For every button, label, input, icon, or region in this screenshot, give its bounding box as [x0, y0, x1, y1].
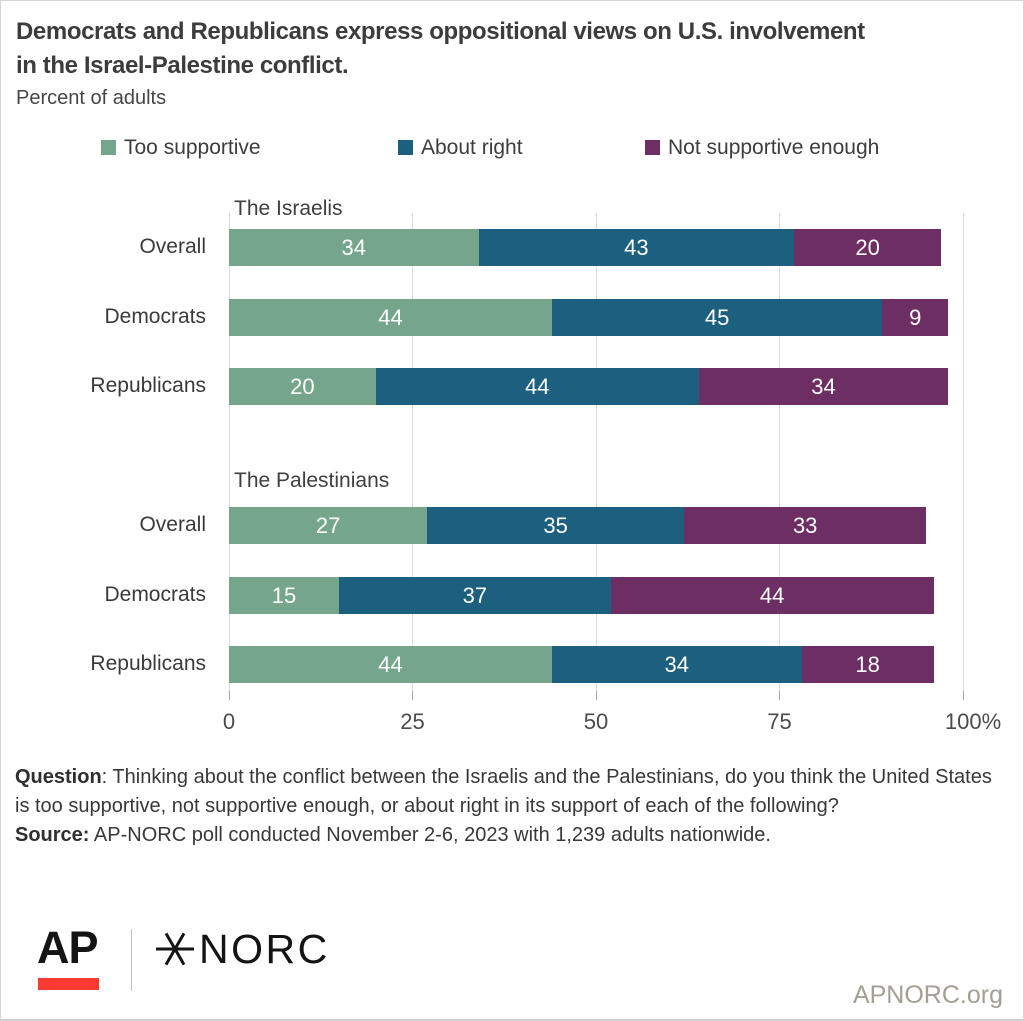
legend-item: About right — [398, 136, 523, 160]
bar-segment: 34 — [229, 229, 479, 266]
bar-value-label: 33 — [792, 512, 818, 538]
gridline — [228, 213, 230, 691]
bar-segment: 18 — [801, 646, 934, 683]
bar-value-label: 20 — [290, 373, 315, 399]
bar-value-label: 44 — [759, 582, 785, 608]
note-bold-label: Question — [15, 766, 102, 788]
bar-value-label: 44 — [378, 304, 403, 330]
ap-logo-red-bar — [38, 978, 99, 990]
legend-label: Too supportive — [124, 136, 261, 159]
gridline — [779, 213, 780, 691]
row-label: Democrats — [104, 305, 206, 328]
bar-segment: 35 — [427, 507, 685, 544]
gridline — [412, 213, 413, 691]
bar-value-label: 44 — [525, 373, 550, 399]
norc-star-icon — [156, 932, 194, 966]
legend-item: Not supportive enough — [645, 136, 879, 160]
axis-tick-label: 100% — [944, 709, 1002, 734]
bar-value-label: 43 — [624, 234, 649, 260]
note-paragraph: Source: AP-NORC poll conducted November … — [15, 821, 1007, 850]
bar-value-label: 27 — [315, 512, 341, 538]
bar-segment: 33 — [684, 507, 927, 544]
axis-tick-label: 25 — [400, 709, 425, 734]
bar-segment: 44 — [229, 646, 552, 683]
logo-divider — [131, 929, 132, 991]
legend-swatch — [645, 140, 660, 155]
bar-segment: 20 — [229, 368, 376, 405]
bar-value-label: 37 — [462, 582, 488, 608]
group-label: The Israelis — [234, 197, 343, 220]
gridline — [595, 213, 597, 691]
note-text: AP-NORC poll conducted November 2-6, 202… — [89, 824, 771, 846]
bar-segment: 44 — [375, 368, 699, 405]
row-label: Republicans — [90, 374, 206, 397]
bar-value-label: 34 — [811, 373, 836, 399]
chart-title: Democrats and Republicans express opposi… — [16, 18, 865, 79]
row-label: Overall — [139, 513, 206, 536]
row-label: Overall — [139, 235, 206, 258]
bar-segment: 20 — [794, 229, 941, 266]
bar-segment: 9 — [882, 299, 949, 336]
row-label: Democrats — [104, 583, 206, 606]
bar-segment: 44 — [610, 577, 934, 614]
norc-logo: NORC — [199, 926, 330, 972]
note-bold-label: Source: — [15, 824, 90, 846]
group-label: The Palestinians — [234, 469, 390, 492]
bar-value-label: 44 — [378, 651, 403, 677]
bar-value-label: 35 — [543, 512, 568, 538]
axis-tick-label: 75 — [767, 709, 792, 734]
bar-value-label: 9 — [909, 304, 922, 330]
bar-segment: 34 — [698, 368, 949, 405]
axis-tick — [228, 691, 230, 700]
bar-value-label: 20 — [855, 234, 880, 260]
axis-tick — [412, 691, 413, 700]
axis-tick-label: 0 — [222, 709, 236, 734]
bar-segment: 37 — [339, 577, 611, 614]
chart-subtitle: Percent of adults — [16, 87, 167, 109]
row-label: Republicans — [90, 652, 206, 675]
axis-tick — [595, 691, 597, 700]
bar-segment: 44 — [229, 299, 552, 336]
bar-value-label: 34 — [341, 234, 367, 260]
legend-item: Too supportive — [101, 136, 261, 160]
ap-logo: AP — [37, 922, 99, 973]
legend-label: Not supportive enough — [668, 136, 880, 159]
bar-value-label: 45 — [704, 304, 730, 330]
bar-segment: 43 — [478, 229, 795, 266]
gridline — [962, 213, 964, 691]
note-paragraph: Question: Thinking about the conflict be… — [15, 763, 1007, 821]
bar-value-label: 34 — [664, 651, 689, 677]
axis-tick — [779, 691, 780, 700]
bar-value-label: 18 — [855, 651, 880, 677]
bar-segment: 45 — [551, 299, 883, 336]
axis-tick-label: 50 — [583, 709, 609, 734]
bar-value-label: 15 — [271, 582, 297, 608]
footnotes: Question: Thinking about the conflict be… — [15, 763, 1007, 850]
note-text: : Thinking about the conflict between th… — [15, 766, 992, 817]
legend-swatch — [101, 140, 116, 155]
bar-segment: 27 — [229, 507, 428, 544]
bar-segment: 34 — [551, 646, 802, 683]
bar-segment: 15 — [229, 577, 340, 614]
legend-label: About right — [421, 136, 523, 159]
legend-swatch — [398, 140, 413, 155]
axis-tick — [962, 691, 964, 700]
website-watermark: APNORC.org — [852, 981, 1003, 1009]
